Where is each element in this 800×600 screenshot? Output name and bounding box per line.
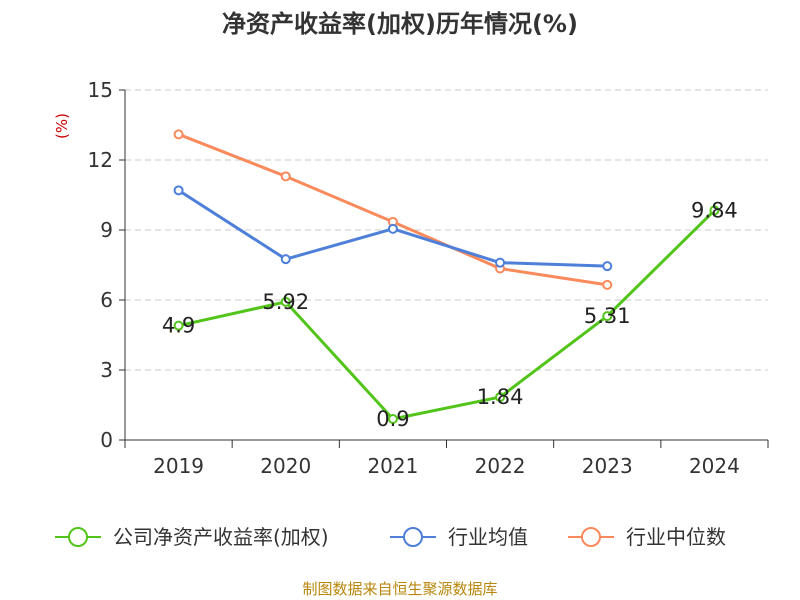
data-point: [387, 223, 398, 234]
y-tick-label: 15: [88, 78, 113, 102]
y-axis-unit: (%): [53, 113, 71, 139]
data-point: [602, 311, 613, 322]
legend-swatch-marker: [581, 527, 601, 547]
data-label: 0.9: [376, 407, 409, 431]
data-point: [495, 392, 506, 403]
series-0: [173, 205, 720, 424]
legend-item: 行业中位数: [568, 525, 726, 549]
legend: 公司净资产收益率(加权) 行业均值 行业中位数: [55, 525, 726, 549]
data-point: [387, 414, 398, 424]
x-tick-label: 2024: [689, 454, 740, 478]
data-point: [280, 296, 291, 307]
legend-label: 行业中位数: [626, 525, 726, 549]
data-label: 5.92: [262, 290, 309, 314]
data-point: [173, 185, 184, 196]
y-tick-label: 0: [100, 428, 113, 452]
series-1: [173, 185, 613, 272]
data-label: 4.9: [162, 314, 195, 338]
x-tick-label: 2022: [475, 454, 526, 478]
chart-title: 净资产收益率(加权)历年情况(%): [222, 10, 578, 38]
legend-item: 行业均值: [390, 525, 528, 549]
legend-swatch-marker: [403, 527, 423, 547]
source-note: 制图数据来自恒生聚源数据库: [302, 580, 497, 598]
grid-lines: [125, 89, 768, 371]
axes: 0 3 6 9 12 15 2019 2020 2021 2022 2023 2024: [88, 78, 769, 478]
x-tick-label: 2021: [367, 454, 418, 478]
x-tick-label: 2023: [582, 454, 633, 478]
x-tick-label: 2020: [260, 454, 311, 478]
x-tick-label: 2019: [153, 454, 204, 478]
data-label: 9.84: [691, 198, 738, 222]
series-layer: [173, 129, 720, 424]
data-point: [602, 261, 613, 272]
y-tick-label: 9: [100, 218, 113, 242]
series-line: [178, 209, 716, 421]
legend-label: 行业均值: [448, 525, 528, 549]
legend-label: 公司净资产收益率(加权): [113, 525, 329, 549]
data-label: 1.84: [477, 385, 524, 409]
series-2: [173, 129, 613, 290]
data-point: [709, 205, 720, 216]
data-point: [173, 129, 184, 140]
data-point: [173, 320, 184, 331]
data-point: [602, 279, 613, 290]
legend-item: 公司净资产收益率(加权): [55, 525, 329, 549]
data-label: 5.31: [584, 304, 631, 328]
series-line: [178, 132, 608, 287]
data-point: [280, 171, 291, 182]
y-tick-label: 6: [100, 288, 113, 312]
data-point: [280, 254, 291, 265]
legend-swatch-marker: [68, 527, 88, 547]
data-labels: 4.9 5.92 0.9 1.84 5.31 9.84: [162, 198, 738, 431]
data-point: [495, 257, 506, 268]
y-tick-label: 12: [88, 148, 113, 172]
y-tick-label: 3: [100, 358, 113, 382]
